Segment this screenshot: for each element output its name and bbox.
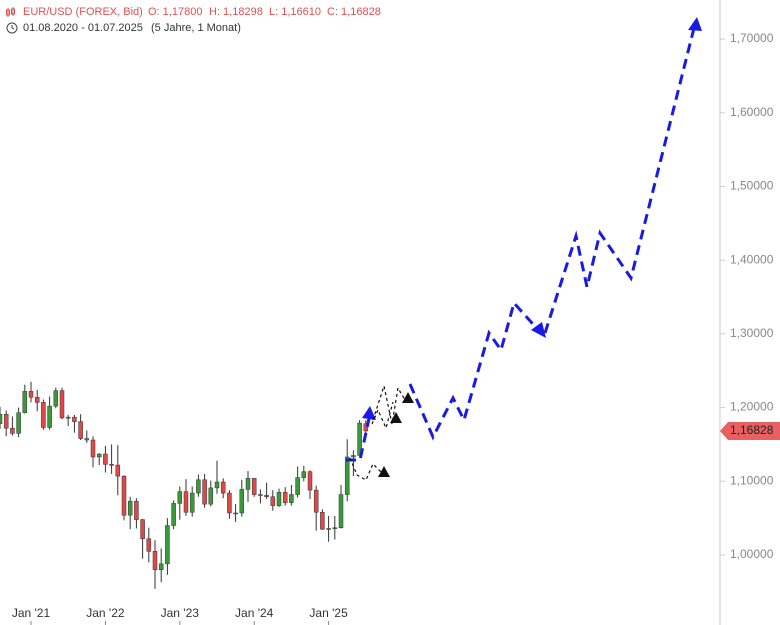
candle-body [202,479,207,505]
candle-body [47,405,52,428]
candle-body [84,438,90,441]
candle-body [103,453,108,465]
candle-body [251,478,257,495]
x-tick-label: Jan '22 [86,606,125,620]
candle-body [332,527,338,529]
candle-body [326,528,331,530]
candle-body [72,416,77,422]
candle-icon [6,7,15,17]
candle-body [16,412,21,434]
candle-body [34,397,40,403]
candle-body [307,471,313,491]
y-tick-label: 1,40000 [730,252,774,266]
candle-body [152,551,158,570]
candle-body [3,413,9,429]
period: (5 Jahre, 1 Monat) [151,22,241,34]
candle-body [214,481,220,489]
last-price-label: 1,16828 [730,423,774,437]
date-range: 01.08.2020 - 01.07.2025 [23,22,143,34]
y-tick-label: 1,60000 [730,105,774,119]
candle-body [158,563,164,570]
candle-body [53,390,59,407]
candle-body [344,456,350,495]
y-tick-label: 1,00000 [730,547,774,561]
x-tick-label: Jan '21 [12,606,51,620]
candle-body [270,496,276,506]
y-tick-label: 1,50000 [730,179,774,193]
candle-body [22,391,28,413]
x-tick-label: Jan '25 [309,606,348,620]
scenario-arrows [378,392,414,477]
y-tick-label: 1,10000 [730,473,774,487]
candle-body [165,525,170,565]
candle-body [276,492,282,506]
candle-body [41,402,46,428]
candle-body [171,503,176,526]
candle-body [90,439,96,458]
scenario-drawing [349,383,406,481]
candle-body [65,416,71,419]
candle-body [10,427,15,434]
last-price-box [720,421,780,440]
symbol: EUR/USD (FOREX, Bid) [23,6,143,18]
candle-body [295,477,300,495]
candle-body [313,489,319,513]
candle-body [208,487,214,505]
candle-body [245,478,251,490]
ohlc-open: O: 1,17800 [148,6,202,18]
candle-body [282,492,288,503]
candle-body [183,491,189,513]
candle-body [127,500,133,516]
forecast-arrows [362,17,702,420]
candle-body [258,494,263,496]
candle-body [115,464,121,477]
ohlc-high: H: 1,18298 [209,6,263,18]
candle-body [0,413,3,425]
candle-body [363,423,369,432]
x-tick-label: Jan '23 [161,606,200,620]
candle-body [109,464,114,466]
y-tick-label: 1,20000 [730,400,774,414]
candle-body [28,391,34,398]
candle-body [78,421,83,439]
candle-body [338,494,344,528]
candle-body [239,489,245,514]
candle-body [146,538,152,552]
candle-body [301,471,307,478]
candle-body [140,519,145,540]
candle-body [134,500,139,520]
x-tick-label: Jan '24 [235,606,274,620]
candle-body [227,492,232,514]
candle-body [177,491,183,504]
candle-body [351,455,356,458]
candle-body [196,479,201,494]
candle-body [264,495,269,498]
candle-body [59,390,65,419]
candle-body [320,511,325,530]
ohlc-low: L: 1,16610 [269,6,321,18]
candle-body [96,453,102,458]
ohlc-close: C: 1,16828 [327,6,381,18]
candle-body [289,494,294,503]
y-tick-label: 1,70000 [730,31,774,45]
forecast-drawing [346,27,696,462]
candle-body [189,492,195,513]
candle-body [233,512,238,515]
clock-icon [6,22,18,34]
candle-body [220,481,226,494]
candle-body [121,475,127,516]
y-tick-label: 1,30000 [730,326,774,340]
